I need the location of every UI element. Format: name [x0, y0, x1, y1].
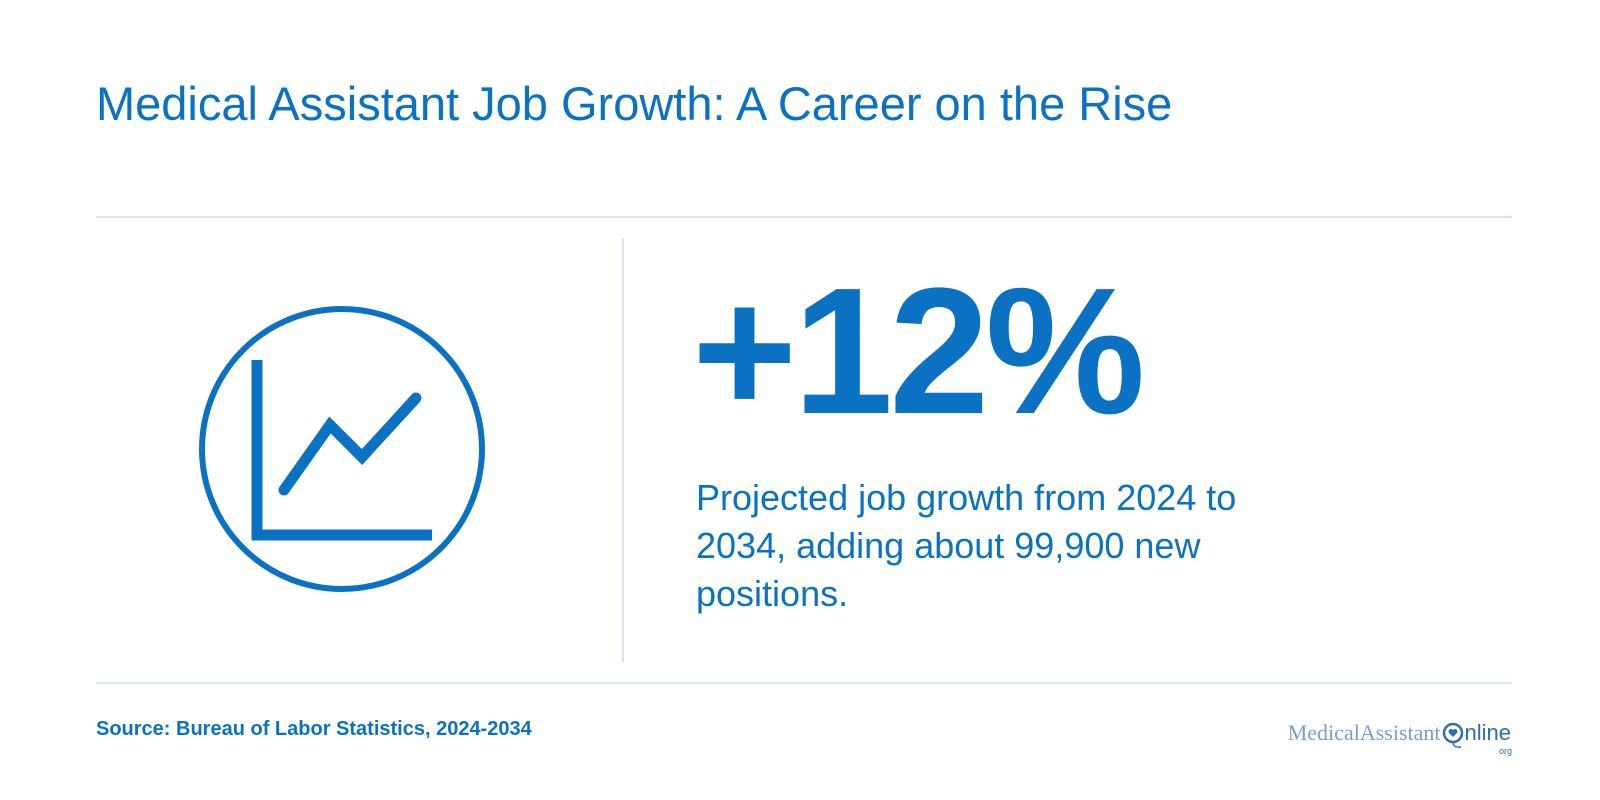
source: Source: Bureau of Labor Statistics, 2024… [96, 718, 532, 740]
growth-icon [199, 306, 485, 592]
divider [96, 216, 1512, 218]
logo-icon [1442, 722, 1463, 748]
stat-value: +12% [692, 251, 1145, 452]
logo-suffix: nline [1464, 720, 1511, 745]
divider [96, 682, 1512, 684]
logo-tld: org [1498, 746, 1512, 756]
stat-description: Projected job growth from 2024 to 2034, … [696, 477, 1237, 614]
logo: MedicalAssistant nline org [1288, 720, 1512, 756]
logo-name: MedicalAssistant [1287, 720, 1441, 745]
vertical-divider [622, 238, 624, 662]
title: Medical Assistant Job Growth: A Career o… [96, 77, 1173, 130]
